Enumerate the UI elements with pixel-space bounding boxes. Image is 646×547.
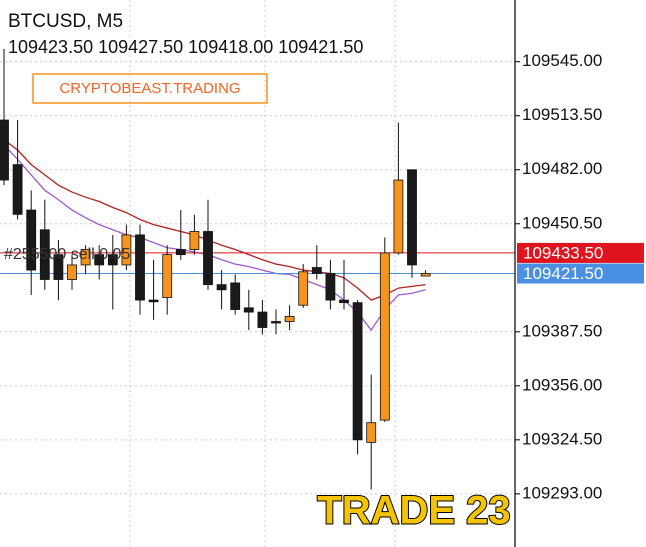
price-tag-label: 109433.50 [523,243,603,262]
candle-body [284,315,295,322]
trade-badge: TRADE 23 [317,489,510,533]
chart-title: BTCUSD, M5 [8,11,123,32]
candle-body [162,254,173,298]
watermark-box [32,73,268,104]
price-tag-label: 109421.50 [523,264,603,283]
y-tick-label: 109387.50 [522,321,602,340]
order-label: #255500 sell 0.05 [4,246,130,263]
candle-body [257,311,268,328]
candle-body [352,302,363,441]
candle-body [230,282,241,310]
candle-body [0,119,9,181]
ohlc-readout: 109423.50 109427.50 109418.00 109421.50 [8,37,363,57]
y-tick-label: 109513.50 [522,105,602,124]
candle-body [379,252,390,421]
candle-body [311,267,322,274]
candle-body [216,284,227,291]
price-tag [517,263,644,284]
candle-body [393,179,404,254]
y-tick-label: 109356.00 [522,375,602,394]
moving-average [3,139,426,301]
candle-body [325,273,336,301]
candle-body [366,422,377,443]
watermark: CRYPTOBEAST.TRADING [59,80,240,97]
y-tick-label: 109450.50 [522,213,602,232]
candle-body [407,169,417,266]
candle-body [148,299,159,303]
candle-body [80,249,91,266]
candle-body [135,234,145,301]
candle-body [189,231,200,250]
candle-body [26,209,37,271]
candle-body [94,254,105,266]
candle-body [175,249,186,256]
y-tick-label: 109293.00 [522,483,602,502]
vertical-grid [129,0,396,547]
candle-body [121,234,132,266]
y-tick-label: 109545.00 [522,51,602,70]
candle-body [107,254,118,266]
candle-body [420,273,431,277]
candle-body [53,254,64,280]
candle-body [203,231,213,286]
candle-body [67,264,77,280]
price-tag [517,242,644,263]
candle-body [12,164,23,215]
candle-body [39,229,50,280]
candle-body [243,307,254,313]
y-tick-label: 109324.50 [522,429,602,448]
candle-body [298,271,309,306]
y-tick-label: 109482.00 [522,159,602,178]
candle-body [271,321,281,324]
candle-body [339,299,349,304]
